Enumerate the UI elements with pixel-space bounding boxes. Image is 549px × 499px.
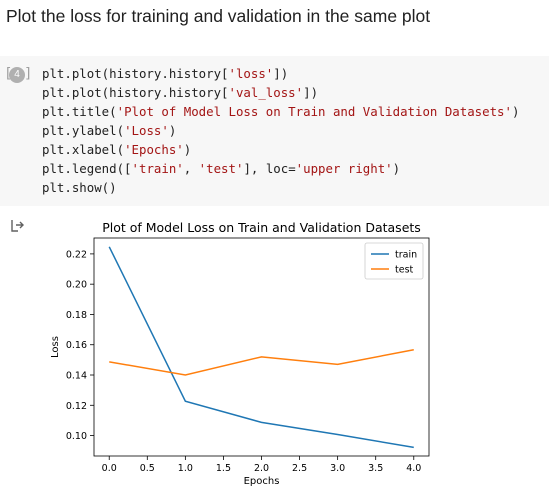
- run-count-icon: 4: [9, 67, 25, 83]
- x-axis-label: Epochs: [244, 476, 280, 487]
- code-token: ): [392, 161, 401, 176]
- markdown-cell: Plot the loss for training and validatio…: [6, 4, 546, 28]
- code-token: plt.show(): [42, 180, 117, 195]
- code-string: 'test': [198, 161, 244, 176]
- code-token: ): [183, 142, 192, 157]
- x-tick-label: 1.0: [178, 463, 193, 474]
- code-token: ,: [183, 161, 199, 176]
- code-line: plt.xlabel('Epochs'): [42, 140, 519, 159]
- code-string: 'loss': [228, 66, 274, 81]
- code-token: plt.xlabel(: [42, 142, 125, 157]
- code-line: plt.ylabel('Loss'): [42, 121, 519, 140]
- code-token: plt.ylabel(: [42, 123, 125, 138]
- bracket-left: [: [4, 66, 12, 82]
- code-string: 'train': [131, 161, 184, 176]
- code-cell[interactable]: [ 4 ] plt.plot(history.history['loss'])p…: [0, 56, 549, 206]
- y-tick-label: 0.20: [66, 280, 87, 291]
- y-tick-label: 0.14: [66, 371, 87, 382]
- series-line-test: [109, 348, 414, 376]
- bracket-right: ]: [24, 66, 33, 82]
- code-editor[interactable]: plt.plot(history.history['loss']) plt.plo…: [42, 64, 519, 197]
- x-tick-label: 3.5: [368, 463, 383, 474]
- code-line: plt.legend(['train', 'test'], loc='upper…: [42, 159, 519, 178]
- x-tick-label: 3.0: [330, 463, 345, 474]
- cell-heading: Plot the loss for training and validatio…: [6, 6, 431, 26]
- output-arrow-icon: [11, 220, 24, 232]
- code-token: ], loc=: [243, 161, 296, 176]
- plot-frame: [93, 237, 430, 457]
- code-string: 'Epochs': [124, 142, 184, 157]
- code-token: plt.plot(history.history[: [42, 66, 229, 81]
- code-token: plt.title(: [42, 104, 117, 119]
- loss-chart: Plot of Model Loss on Train and Validati…: [50, 220, 430, 487]
- code-line: plt.show(): [42, 178, 519, 197]
- code-token: ): [511, 104, 520, 119]
- x-tick-label: 0.5: [140, 463, 155, 474]
- x-tick-label: 1.5: [216, 463, 231, 474]
- y-tick-label: 0.12: [66, 401, 87, 412]
- chart-title: Plot of Model Loss on Train and Validati…: [102, 220, 421, 235]
- code-line: plt.title('Plot of Model Loss on Train a…: [42, 102, 519, 121]
- code-token: ): [168, 123, 177, 138]
- x-tick-label: 0.0: [102, 463, 117, 474]
- code-token: ]): [273, 66, 289, 81]
- y-tick-label: 0.10: [66, 431, 87, 442]
- x-tick-label: 4.0: [406, 463, 421, 474]
- code-line: plt.plot(history.history['loss']): [42, 64, 519, 83]
- code-string: 'Loss': [124, 123, 169, 138]
- x-tick-label: 2.5: [292, 463, 307, 474]
- code-string: 'val_loss': [228, 85, 304, 100]
- run-cell-button[interactable]: [ 4 ]: [4, 66, 32, 84]
- x-tick-label: 2.0: [254, 463, 269, 474]
- code-token: plt.plot(history.history[: [42, 85, 229, 100]
- legend-label-train: train: [395, 250, 417, 261]
- y-tick-label: 0.18: [66, 310, 87, 321]
- code-string: 'Plot of Model Loss on Train and Validat…: [116, 104, 512, 119]
- code-string: 'upper right': [295, 161, 393, 176]
- legend-box: [364, 242, 424, 280]
- code-token: plt.legend([: [42, 161, 132, 176]
- series-line-train: [108, 246, 414, 449]
- code-token: ]): [303, 85, 319, 100]
- y-tick-label: 0.16: [66, 340, 87, 351]
- legend-label-test: test: [395, 265, 414, 276]
- y-tick-label: 0.22: [66, 249, 87, 260]
- y-axis-label: Loss: [50, 336, 61, 358]
- code-line: plt.plot(history.history['val_loss']): [42, 83, 519, 102]
